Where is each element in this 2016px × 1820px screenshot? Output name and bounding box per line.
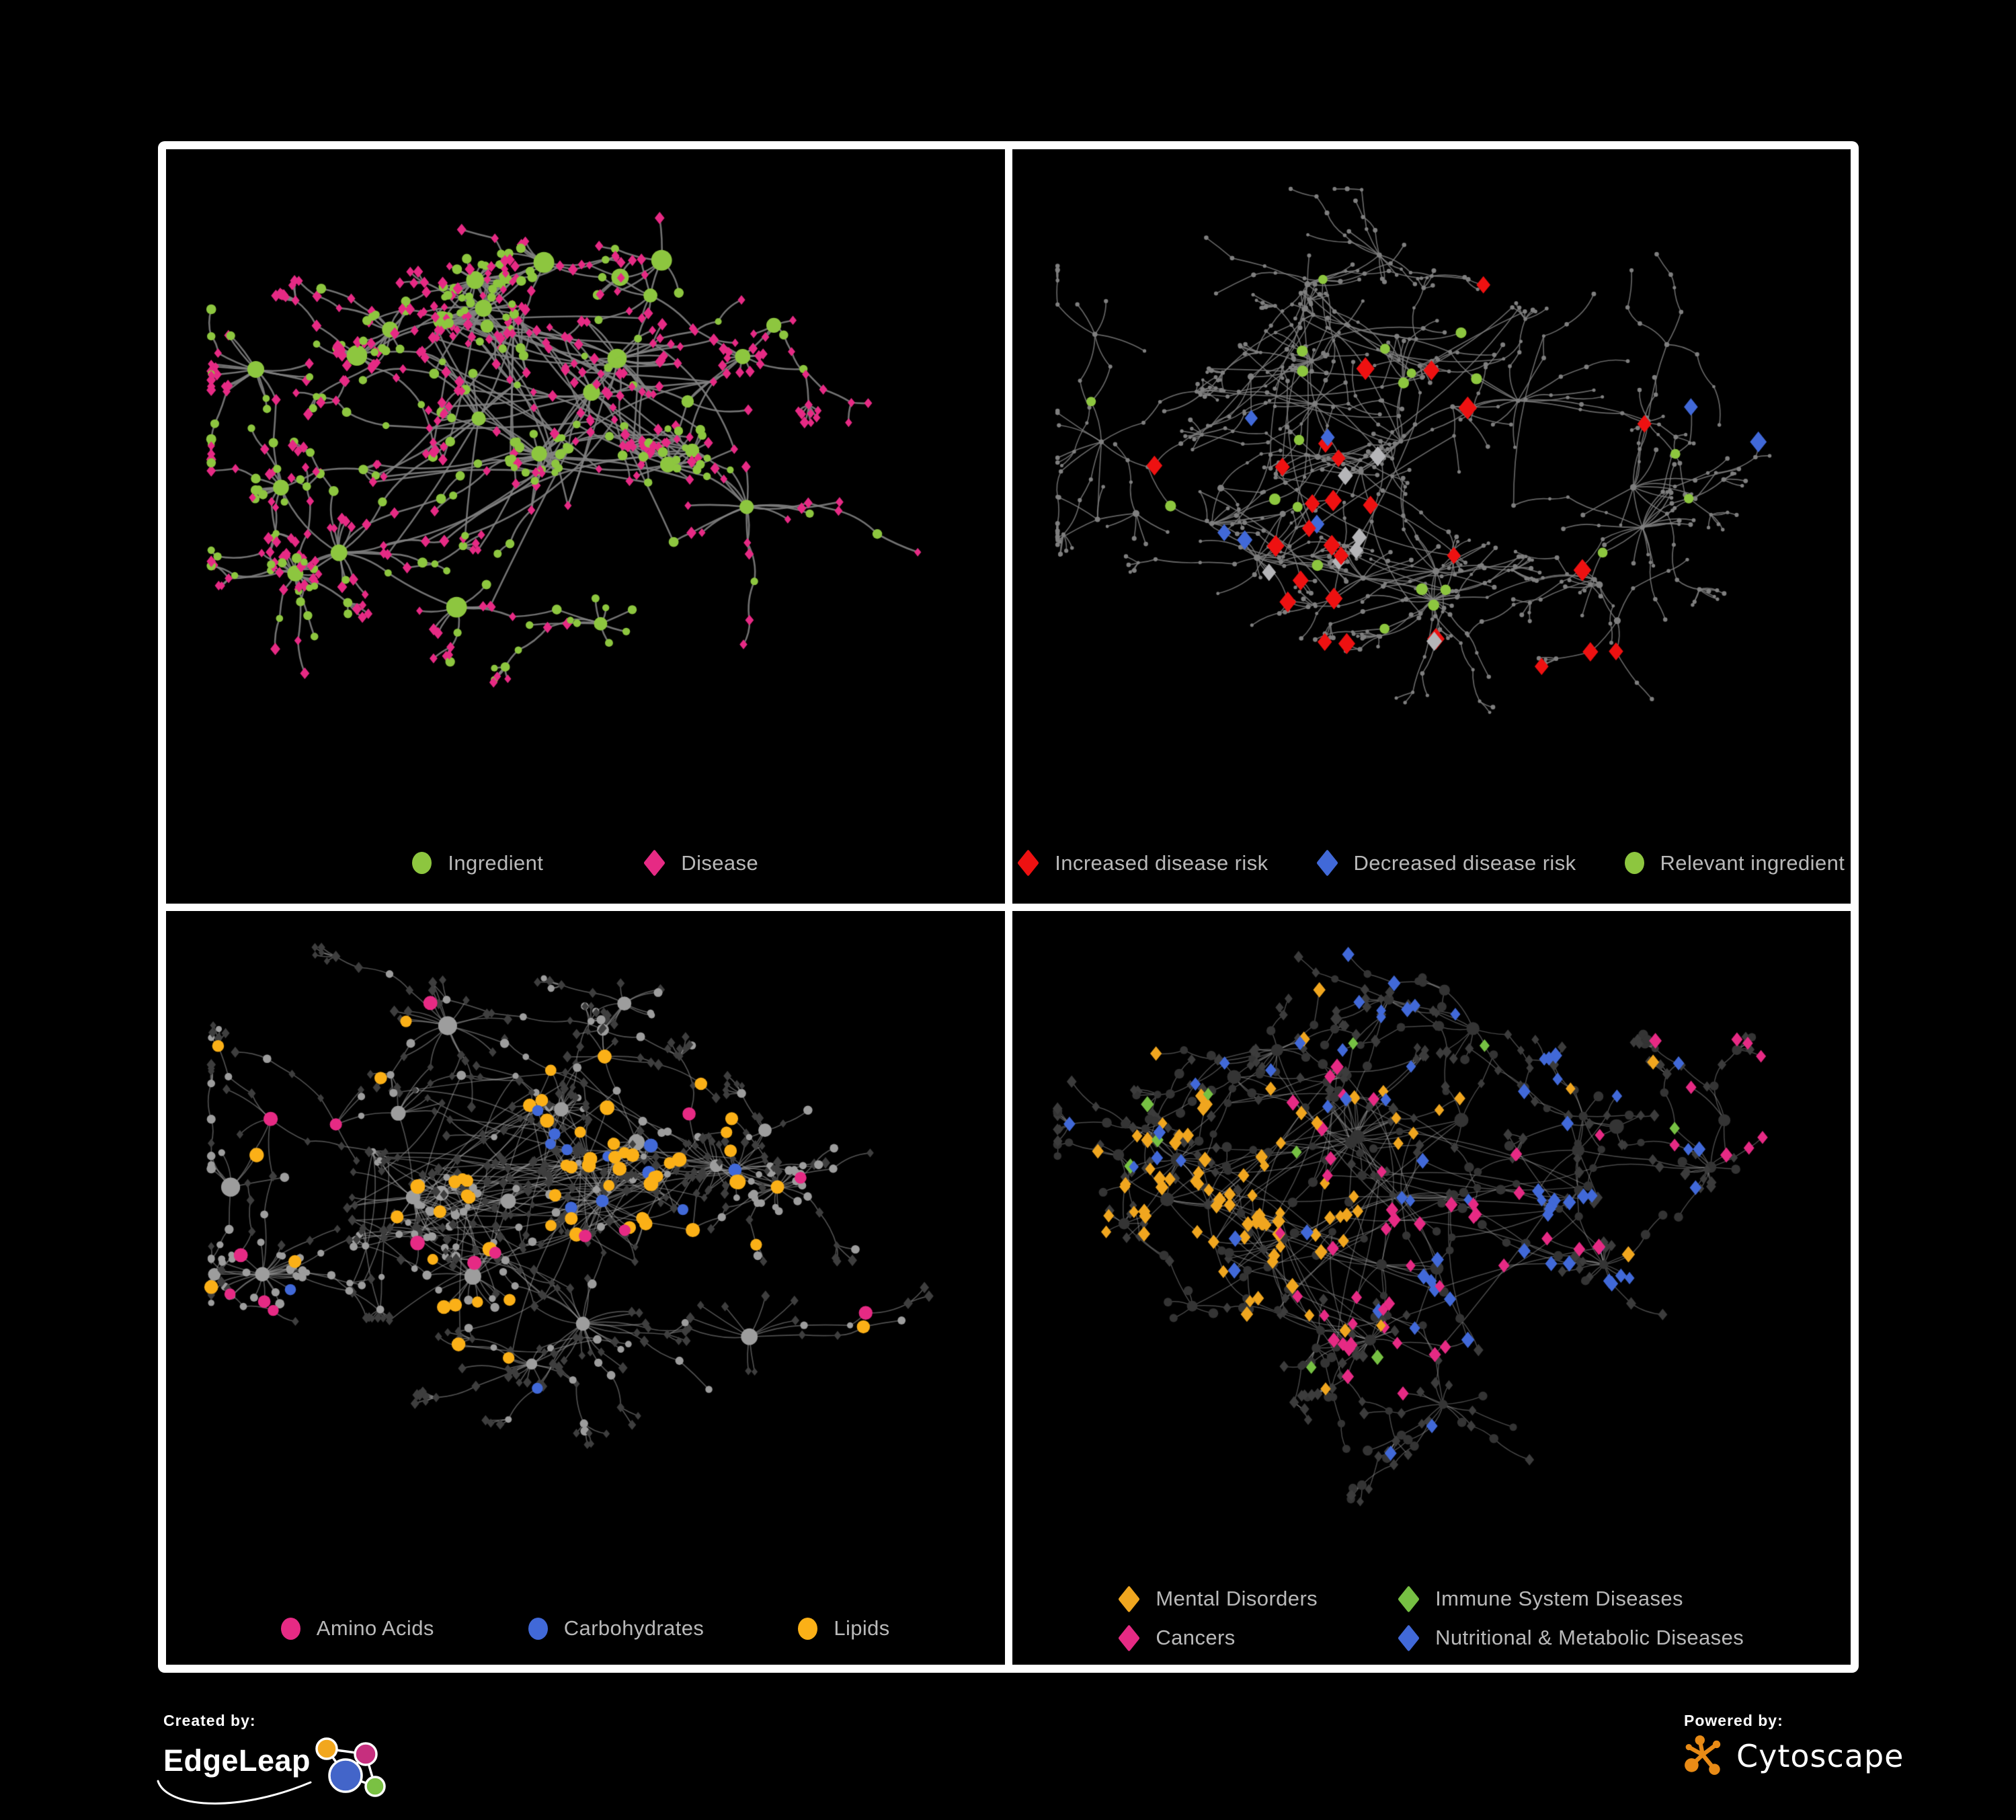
edgeleap-node-blue	[328, 1758, 363, 1793]
legend-item-amino-acids: Amino Acids	[280, 1616, 434, 1640]
increased-risk-swatch-icon	[1017, 849, 1040, 877]
legend-item-mental-disorders: Mental Disorders	[1118, 1585, 1318, 1613]
legend-item-disease: Disease	[643, 849, 759, 877]
amino-acids-swatch-icon	[280, 1617, 300, 1640]
legend-label-decreased-risk: Decreased disease risk	[1353, 850, 1576, 875]
legend-nutrient-classes: Amino Acids Carbohydrates Lipids	[166, 1616, 1005, 1640]
legend-label-lipids: Lipids	[834, 1616, 890, 1640]
powered-by-label: Powered by:	[1684, 1712, 1783, 1729]
edgeleap-node-green	[364, 1776, 386, 1797]
legend-item-lipids: Lipids	[798, 1616, 889, 1640]
legend-item-ingredient: Ingredient	[412, 851, 543, 875]
legend-label-increased-risk: Increased disease risk	[1055, 850, 1268, 875]
four-panel-figure-board: Ingredient Disease Increased disease ris…	[158, 141, 1859, 1673]
panel-disease-categories: Mental Disorders Immune System Diseases …	[1012, 910, 1851, 1665]
lipids-swatch-icon	[798, 1617, 818, 1640]
panel-nutrient-classes: Amino Acids Carbohydrates Lipids	[166, 910, 1005, 1665]
edgeleap-node-orange	[315, 1737, 338, 1760]
legend-item-immune-diseases: Immune System Diseases	[1398, 1585, 1744, 1613]
legend-label-amino-acids: Amino Acids	[316, 1616, 434, 1640]
edgeleap-logo: EdgeLeap	[157, 1733, 403, 1805]
edgeleap-network-icon	[315, 1737, 386, 1797]
carbohydrates-swatch-icon	[528, 1617, 548, 1640]
ingredient-swatch-icon	[412, 852, 432, 874]
legend-item-cancers: Cancers	[1118, 1624, 1318, 1652]
legend-item-nutritional-metabolic: Nutritional & Metabolic Diseases	[1398, 1624, 1744, 1652]
legend-disease-categories: Mental Disorders Immune System Diseases …	[1012, 1585, 1851, 1652]
cancers-swatch-icon	[1118, 1624, 1141, 1652]
disease-risk-network-canvas	[1012, 149, 1851, 904]
created-by-label: Created by:	[163, 1712, 256, 1729]
edgeleap-wordmark: EdgeLeap	[163, 1743, 311, 1778]
cytoscape-network-icon	[1685, 1735, 1721, 1775]
nutrient-class-network-canvas	[166, 910, 1005, 1665]
edgeleap-node-magenta	[354, 1742, 378, 1766]
legend-label-immune-diseases: Immune System Diseases	[1435, 1587, 1683, 1610]
panel-disease-risk: Increased disease risk Decreased disease…	[1012, 149, 1851, 904]
legend-label-cancers: Cancers	[1156, 1626, 1236, 1649]
decreased-risk-swatch-icon	[1316, 849, 1338, 877]
legend-label-relevant-ingredient: Relevant ingredient	[1660, 850, 1845, 875]
cytoscape-wordmark: Cytoscape	[1736, 1738, 1904, 1774]
mental-disorders-swatch-icon	[1118, 1585, 1141, 1613]
legend-label-disease: Disease	[681, 850, 759, 875]
legend-item-relevant-ingredient: Relevant ingredient	[1624, 850, 1845, 875]
nutritional-metabolic-swatch-icon	[1398, 1624, 1420, 1652]
cytoscape-logo: Cytoscape	[1684, 1734, 1904, 1778]
legend-item-decreased-risk: Decreased disease risk	[1316, 849, 1576, 877]
powered-by-block: Powered by: Cytoscape	[1684, 1712, 1904, 1778]
legend-label-mental-disorders: Mental Disorders	[1156, 1587, 1318, 1610]
legend-label-carbohydrates: Carbohydrates	[563, 1616, 704, 1640]
legend-label-ingredient: Ingredient	[448, 850, 544, 875]
legend-ingredient-disease: Ingredient Disease	[166, 849, 1005, 877]
panel-ingredient-disease: Ingredient Disease	[166, 149, 1005, 904]
relevant-ingredient-swatch-icon	[1624, 852, 1644, 874]
ingredient-disease-network-canvas	[166, 149, 1005, 904]
panel-grid: Ingredient Disease Increased disease ris…	[166, 149, 1851, 1665]
disease-category-network-canvas	[1012, 910, 1851, 1665]
disease-swatch-icon	[643, 849, 666, 877]
immune-diseases-swatch-icon	[1398, 1585, 1420, 1613]
legend-item-increased-risk: Increased disease risk	[1017, 849, 1268, 877]
legend-disease-risk: Increased disease risk Decreased disease…	[1012, 849, 1851, 877]
created-by-block: Created by: EdgeLeap	[157, 1712, 403, 1805]
legend-item-carbohydrates: Carbohydrates	[528, 1616, 704, 1640]
legend-label-nutritional-metabolic: Nutritional & Metabolic Diseases	[1435, 1626, 1744, 1649]
